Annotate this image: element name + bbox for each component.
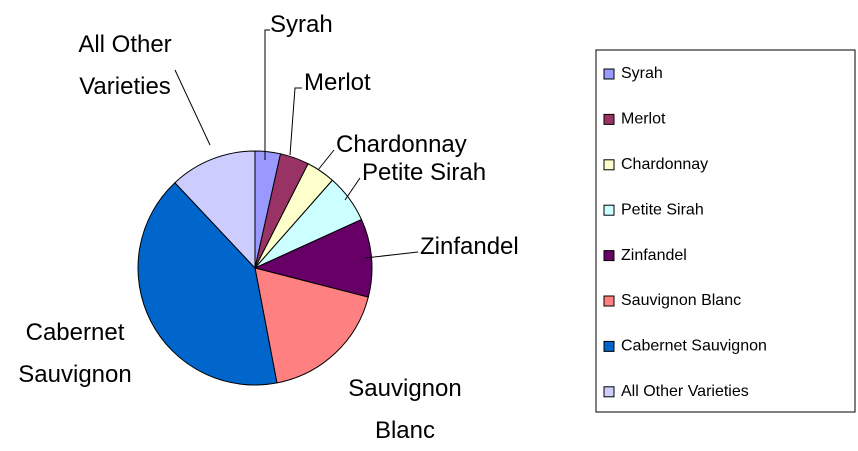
pie-slice bbox=[137, 182, 278, 386]
leader-line bbox=[174, 69, 211, 146]
leader-line bbox=[344, 177, 361, 201]
legend-label: Syrah bbox=[621, 65, 663, 82]
leader-line bbox=[364, 251, 419, 259]
slice-label: All Other Varieties bbox=[78, 31, 171, 100]
slice-label: Petite Sirah bbox=[362, 159, 486, 186]
legend-label: Sauvignon Blanc bbox=[621, 292, 741, 309]
legend-swatch bbox=[603, 386, 615, 398]
pie-slice bbox=[254, 267, 369, 384]
leader-line bbox=[289, 87, 302, 156]
slice-label: Cabernet Sauvignon bbox=[18, 319, 131, 388]
legend-label: Chardonnay bbox=[621, 156, 708, 173]
legend-box bbox=[595, 49, 856, 413]
legend-swatch bbox=[603, 113, 615, 125]
legend-swatch bbox=[603, 204, 615, 216]
legend-swatch bbox=[603, 295, 615, 307]
legend-label: Zinfandel bbox=[621, 247, 687, 264]
legend-swatch bbox=[603, 250, 615, 262]
pie-slice bbox=[174, 150, 256, 270]
slice-label: Sauvignon Blanc bbox=[348, 375, 461, 444]
legend-swatch bbox=[603, 340, 615, 352]
slice-label: Zinfandel bbox=[420, 233, 519, 260]
legend-swatch bbox=[603, 159, 615, 171]
slice-label: Syrah bbox=[270, 11, 333, 38]
legend-label: Cabernet Sauvignon bbox=[621, 338, 767, 355]
slice-label: Merlot bbox=[304, 69, 371, 96]
leader-line bbox=[264, 29, 270, 160]
leader-line bbox=[317, 149, 335, 171]
legend-swatch bbox=[603, 68, 615, 80]
slice-label: Chardonnay bbox=[336, 131, 467, 158]
legend-label: Petite Sirah bbox=[621, 201, 704, 218]
legend-label: Merlot bbox=[621, 111, 666, 128]
legend-label: All Other Varieties bbox=[621, 383, 749, 400]
